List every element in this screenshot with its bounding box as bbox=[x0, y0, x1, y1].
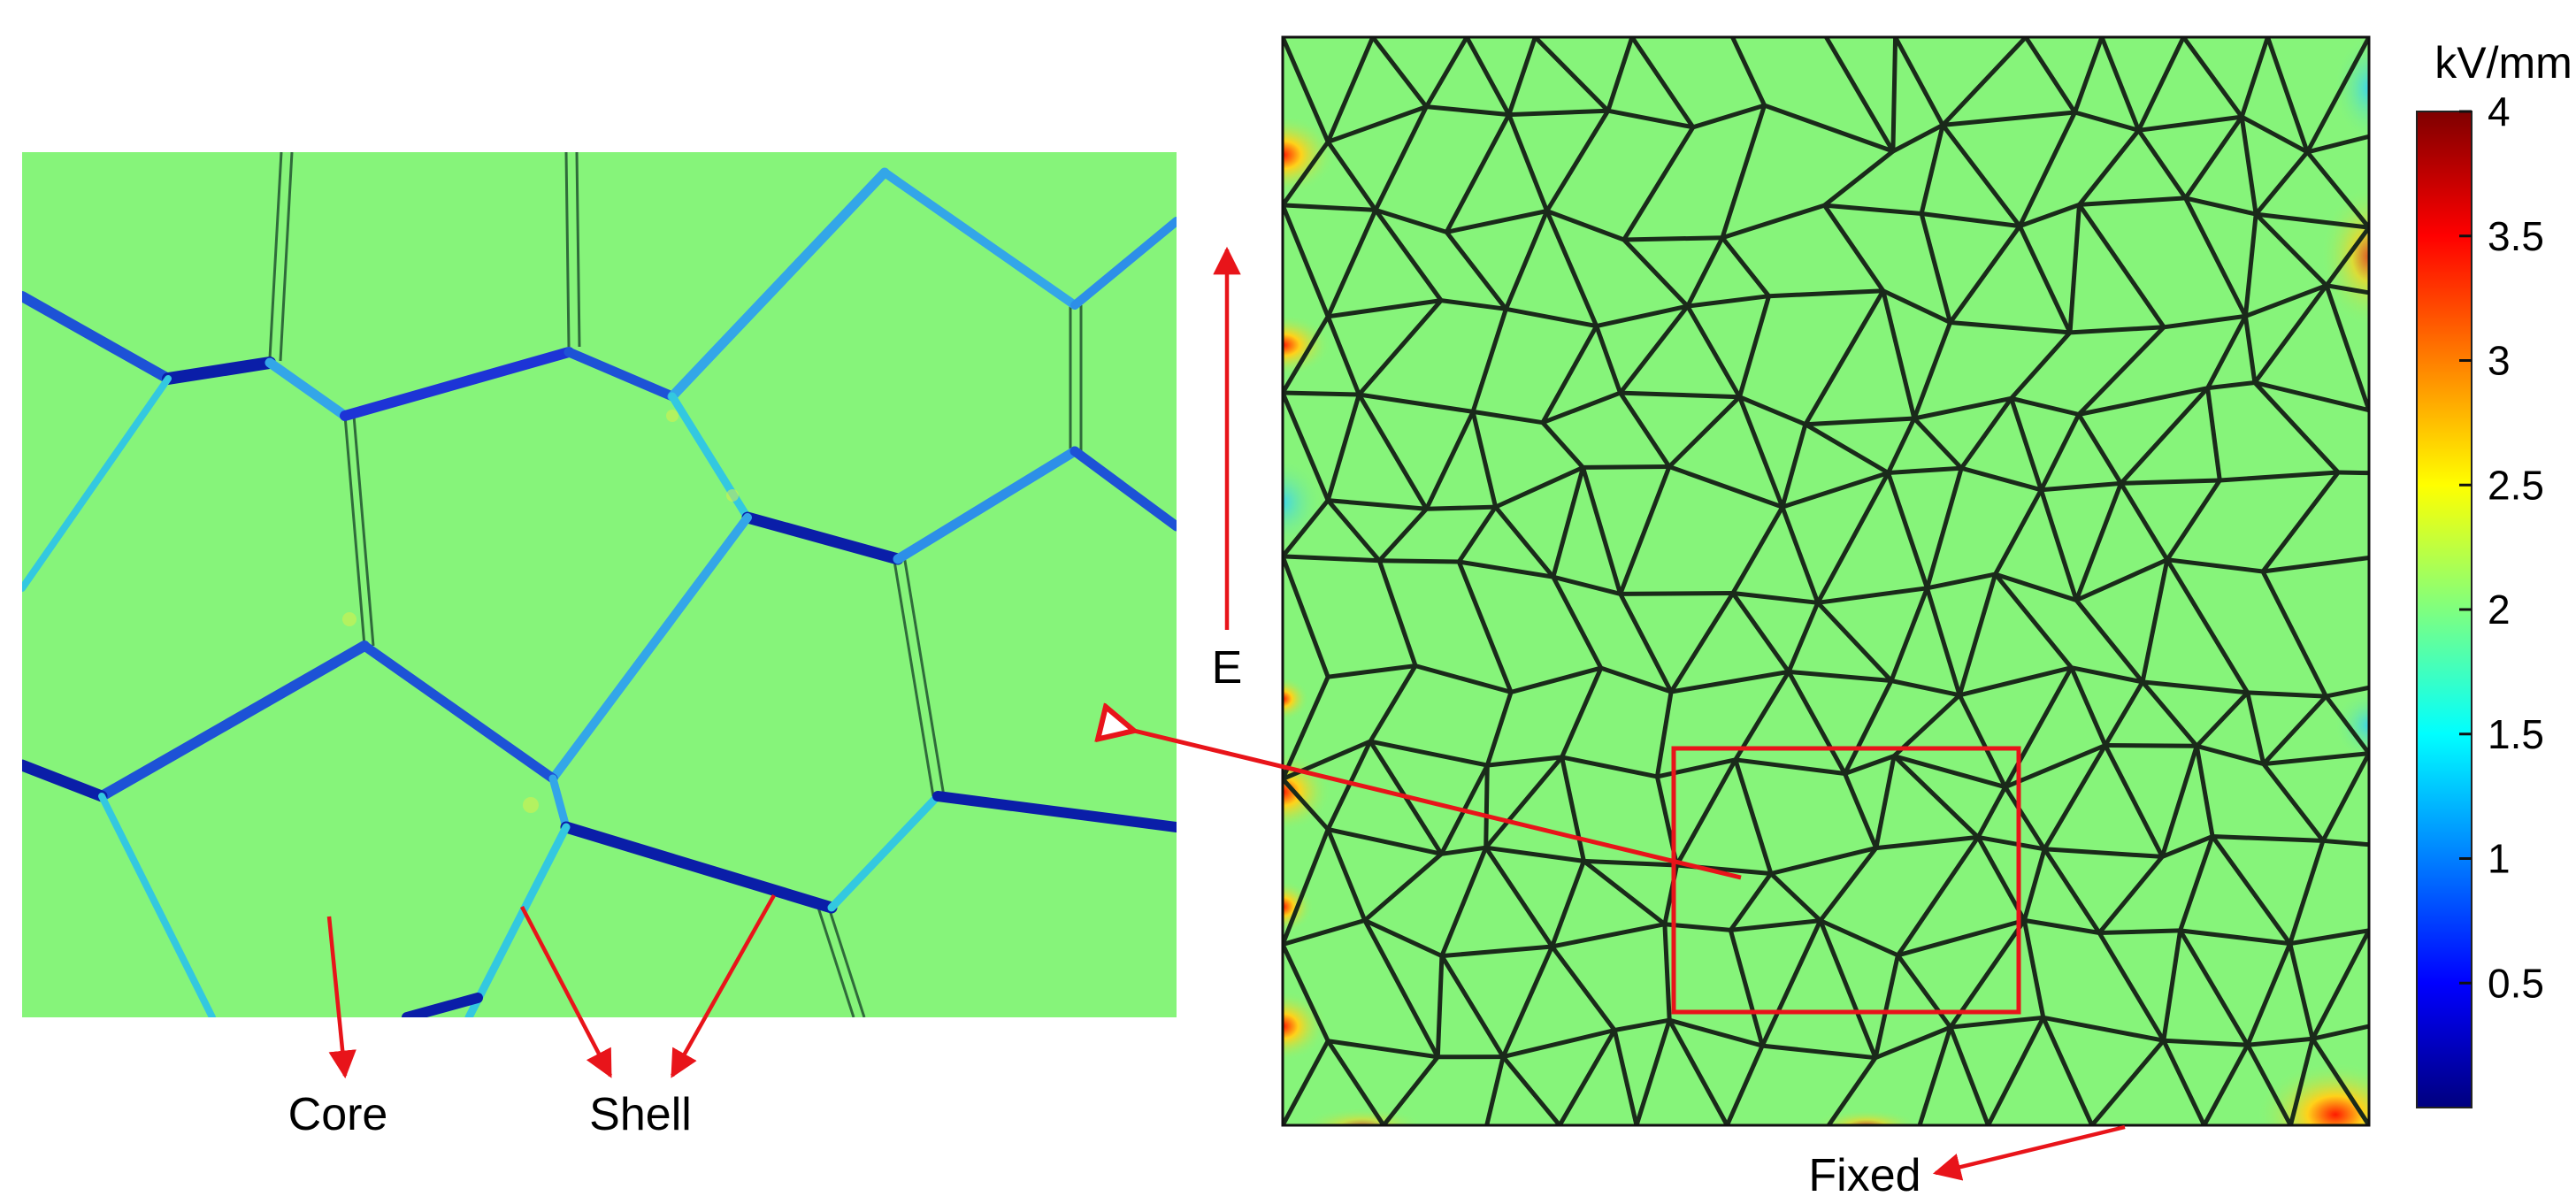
colorbar-tick-label: 1.5 bbox=[2488, 711, 2544, 757]
core-label: Core bbox=[288, 1089, 388, 1140]
shell-label: Shell bbox=[589, 1089, 692, 1140]
grain-boundary bbox=[1283, 393, 1359, 395]
grain-boundary bbox=[2369, 301, 2414, 410]
colorbar-tick-label: 3.5 bbox=[2488, 213, 2544, 259]
grain-boundary bbox=[1624, 238, 1722, 240]
grain-boundary bbox=[2369, 931, 2414, 1016]
colorbar-tick-label: 3 bbox=[2488, 338, 2511, 384]
grain-boundary bbox=[1379, 561, 1459, 562]
fixed-arrow bbox=[1936, 1127, 2125, 1173]
grain-boundary bbox=[2369, 125, 2414, 227]
grain-boundary bbox=[2099, 931, 2181, 933]
grain-boundary bbox=[1583, 467, 1670, 468]
grain-boundary bbox=[2338, 472, 2414, 474]
grain-boundary bbox=[2105, 746, 2196, 747]
colorbar-tick-label: 2 bbox=[2488, 587, 2511, 633]
grain-boundary bbox=[1427, 507, 1496, 509]
colorbar-unit: kV/mm bbox=[2434, 38, 2572, 88]
fixed-label: Fixed bbox=[1808, 1150, 1920, 1200]
grain-boundary bbox=[2121, 480, 2220, 483]
grain-boundary bbox=[2369, 754, 2414, 848]
grain-boundary bbox=[1893, 37, 1896, 151]
grain-boundary bbox=[2369, 474, 2414, 558]
zoom-panel bbox=[22, 152, 1177, 1017]
grain-boundary bbox=[2369, 558, 2414, 679]
colorbar-tick-label: 2.5 bbox=[2488, 462, 2544, 508]
microstructure-panel bbox=[1230, 35, 2418, 1168]
colorbar-tick-label: 4 bbox=[2488, 88, 2511, 134]
grain-boundary bbox=[2369, 37, 2414, 125]
field-label: E bbox=[1212, 642, 1243, 694]
zoom-background bbox=[22, 152, 1177, 1017]
grain-boundary bbox=[2369, 410, 2414, 474]
colorbar-tick-label: 0.5 bbox=[2488, 960, 2544, 1006]
grain-boundary bbox=[2369, 227, 2414, 300]
colorbar-tick-label: 1 bbox=[2488, 836, 2511, 882]
grain-boundary bbox=[2369, 679, 2414, 754]
grain-boundary bbox=[1486, 765, 1488, 847]
colorbar: kV/mm 4 3.5 3 2.5 2 1.5 1 0.5 bbox=[2417, 38, 2572, 1108]
grain-boundary bbox=[2369, 1016, 2414, 1125]
grain-boundary bbox=[2369, 848, 2414, 931]
